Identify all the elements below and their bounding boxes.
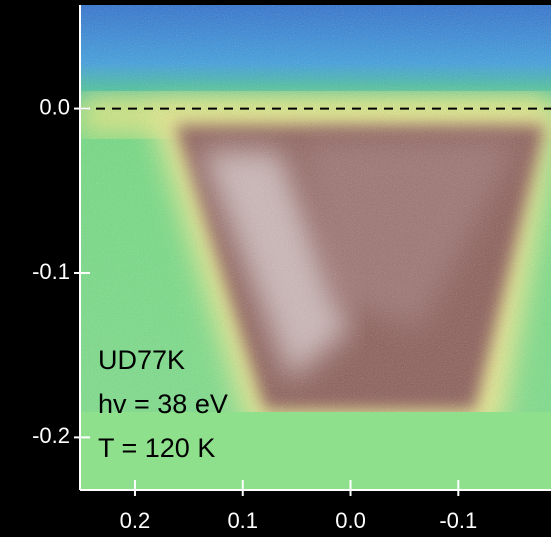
intensity-map bbox=[80, 5, 551, 490]
y-tick-label: -0.1 bbox=[32, 259, 70, 284]
y-tick-label: 0.0 bbox=[39, 94, 70, 119]
y-tick-label: -0.2 bbox=[32, 423, 70, 448]
annotation: T = 120 K bbox=[98, 433, 215, 463]
x-tick-label: -0.1 bbox=[439, 508, 477, 533]
annotation: hv = 38 eV bbox=[98, 389, 228, 419]
x-tick-label: 0.0 bbox=[335, 508, 366, 533]
annotation: UD77K bbox=[98, 345, 185, 375]
x-tick-label: 0.1 bbox=[227, 508, 258, 533]
x-tick-label: 0.2 bbox=[120, 508, 151, 533]
